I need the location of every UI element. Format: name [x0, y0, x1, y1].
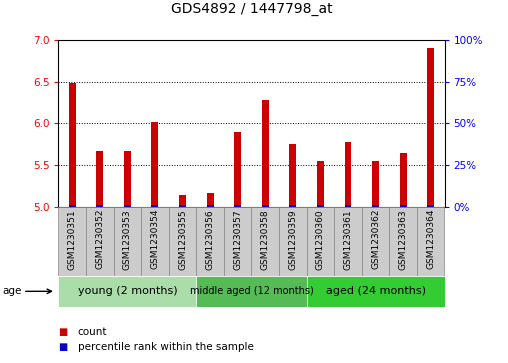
Bar — [262, 205, 269, 207]
Bar — [279, 207, 307, 276]
Text: ■: ■ — [58, 342, 68, 352]
Text: GSM1230358: GSM1230358 — [261, 209, 270, 270]
Bar — [344, 205, 352, 207]
Text: GSM1230361: GSM1230361 — [343, 209, 353, 270]
Bar — [179, 195, 186, 207]
Bar — [389, 207, 417, 276]
Bar — [427, 48, 434, 207]
Text: GSM1230359: GSM1230359 — [289, 209, 297, 270]
Text: GSM1230360: GSM1230360 — [316, 209, 325, 270]
Bar — [141, 207, 169, 276]
Text: GSM1230362: GSM1230362 — [371, 209, 380, 269]
Bar — [427, 205, 434, 207]
Bar — [234, 132, 241, 207]
Bar — [69, 205, 76, 207]
Bar — [317, 161, 324, 207]
Text: GSM1230352: GSM1230352 — [96, 209, 104, 269]
Bar — [290, 144, 296, 207]
Bar — [124, 205, 131, 207]
Text: GSM1230355: GSM1230355 — [178, 209, 187, 270]
Text: GSM1230357: GSM1230357 — [233, 209, 242, 270]
Bar — [400, 205, 406, 207]
Text: ■: ■ — [58, 327, 68, 337]
Bar — [317, 205, 324, 207]
Bar — [224, 207, 251, 276]
Bar — [196, 276, 307, 307]
Bar — [417, 207, 444, 276]
Bar — [400, 152, 406, 207]
Bar — [151, 122, 158, 207]
Text: GSM1230353: GSM1230353 — [123, 209, 132, 270]
Text: GSM1230363: GSM1230363 — [399, 209, 407, 270]
Bar — [344, 142, 352, 207]
Text: GSM1230364: GSM1230364 — [426, 209, 435, 269]
Bar — [97, 151, 103, 207]
Text: GSM1230354: GSM1230354 — [150, 209, 160, 269]
Text: young (2 months): young (2 months) — [78, 286, 177, 296]
Bar — [151, 205, 158, 207]
Bar — [58, 207, 86, 276]
Bar — [69, 83, 76, 207]
Text: GDS4892 / 1447798_at: GDS4892 / 1447798_at — [171, 2, 332, 16]
Text: count: count — [78, 327, 107, 337]
Text: percentile rank within the sample: percentile rank within the sample — [78, 342, 253, 352]
Bar — [307, 207, 334, 276]
Bar — [114, 207, 141, 276]
Bar — [207, 205, 213, 207]
Bar — [58, 276, 196, 307]
Bar — [372, 205, 379, 207]
Bar — [251, 207, 279, 276]
Text: GSM1230351: GSM1230351 — [68, 209, 77, 270]
Bar — [372, 161, 379, 207]
Bar — [234, 205, 241, 207]
Bar — [207, 193, 213, 207]
Bar — [262, 100, 269, 207]
Text: middle aged (12 months): middle aged (12 months) — [189, 286, 313, 296]
Bar — [169, 207, 196, 276]
Text: aged (24 months): aged (24 months) — [326, 286, 426, 296]
Bar — [97, 205, 103, 207]
Bar — [179, 205, 186, 207]
Bar — [86, 207, 114, 276]
Bar — [124, 151, 131, 207]
Bar — [290, 205, 296, 207]
Text: age: age — [3, 286, 22, 296]
Bar — [196, 207, 224, 276]
Bar — [362, 207, 389, 276]
Bar — [307, 276, 444, 307]
Text: GSM1230356: GSM1230356 — [206, 209, 214, 270]
Bar — [334, 207, 362, 276]
